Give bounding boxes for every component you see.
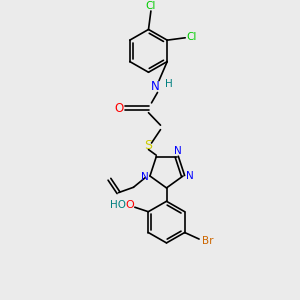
Text: N: N — [186, 171, 194, 181]
Text: Cl: Cl — [187, 32, 197, 42]
Text: S: S — [145, 140, 152, 152]
Text: HO: HO — [110, 200, 126, 210]
Text: N: N — [141, 172, 148, 182]
Text: N: N — [174, 146, 182, 156]
Text: Br: Br — [202, 236, 214, 246]
Text: O: O — [114, 102, 123, 115]
Text: N: N — [151, 80, 160, 93]
Text: O: O — [125, 200, 134, 210]
Text: H: H — [165, 79, 173, 89]
Text: Cl: Cl — [146, 1, 156, 11]
